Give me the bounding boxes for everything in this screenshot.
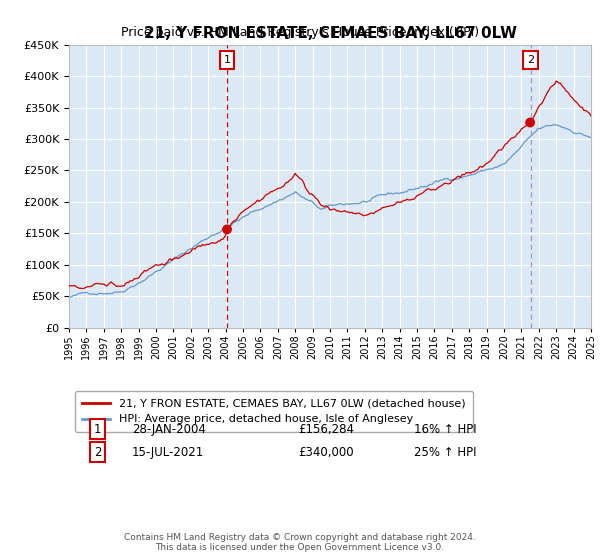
Text: 2: 2 xyxy=(94,446,101,459)
Text: 2: 2 xyxy=(527,55,535,66)
Title: 21, Y FRON ESTATE, CEMAES BAY, LL67 0LW: 21, Y FRON ESTATE, CEMAES BAY, LL67 0LW xyxy=(143,26,517,41)
Text: 1: 1 xyxy=(223,55,230,66)
Legend: 21, Y FRON ESTATE, CEMAES BAY, LL67 0LW (detached house), HPI: Average price, de: 21, Y FRON ESTATE, CEMAES BAY, LL67 0LW … xyxy=(74,391,473,432)
Text: £156,284: £156,284 xyxy=(299,423,355,436)
Text: 16% ↑ HPI: 16% ↑ HPI xyxy=(413,423,476,436)
Point xyxy=(525,118,535,127)
Text: 1: 1 xyxy=(94,423,101,436)
Text: 15-JUL-2021: 15-JUL-2021 xyxy=(131,446,204,459)
Text: Price paid vs. HM Land Registry's House Price Index (HPI): Price paid vs. HM Land Registry's House … xyxy=(121,26,479,39)
Point xyxy=(222,225,232,234)
Text: Contains HM Land Registry data © Crown copyright and database right 2024.
This d: Contains HM Land Registry data © Crown c… xyxy=(124,533,476,552)
Text: 25% ↑ HPI: 25% ↑ HPI xyxy=(413,446,476,459)
Text: 28-JAN-2004: 28-JAN-2004 xyxy=(131,423,206,436)
Text: £340,000: £340,000 xyxy=(299,446,355,459)
